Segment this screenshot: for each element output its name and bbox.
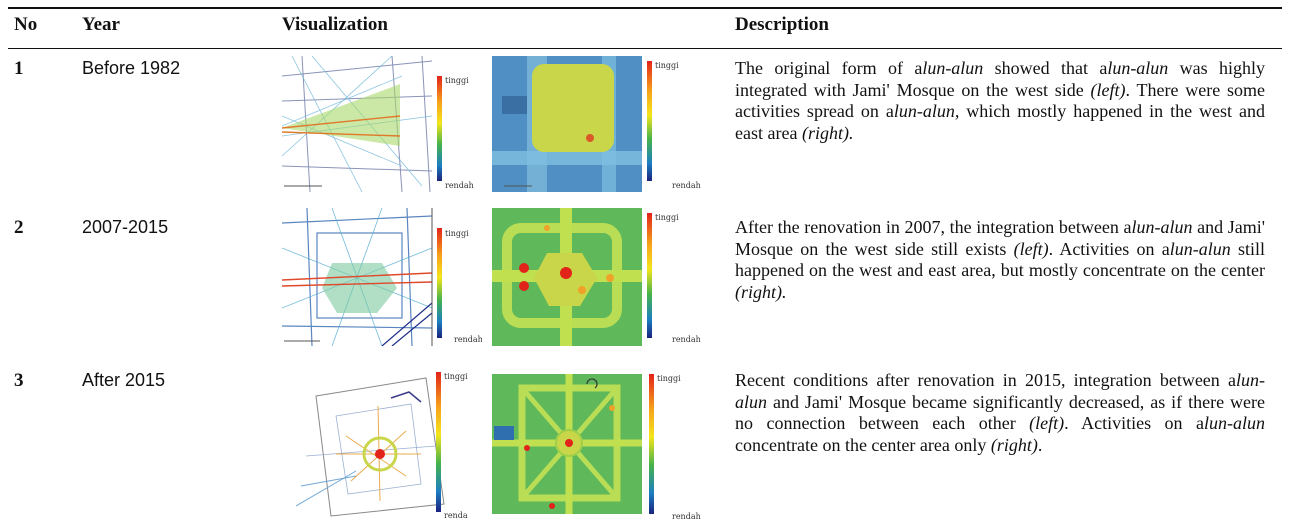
row-3-legend-high-2: tinggi — [657, 374, 681, 383]
row-2-description: After the renovation in 2007, the integr… — [735, 217, 1265, 302]
row-2-legend-low-1: rendah — [454, 335, 482, 344]
row-1-heat-map: tinggi rendah — [492, 56, 712, 192]
header-description: Description — [735, 14, 829, 35]
row-2-heat-map: tinggi rendah — [492, 208, 712, 346]
row-1-axial-map: tinggi rendah — [282, 56, 482, 192]
row-3-legend-low-2: rendah — [672, 512, 701, 521]
table-top-rule — [8, 7, 1282, 9]
row-2-legend-high-1: tinggi — [445, 229, 469, 238]
row-3-heat-map: tinggi rendah — [492, 366, 712, 522]
row-3-legend-low-1: renda — [444, 511, 468, 520]
table-header-rule — [8, 48, 1282, 49]
row-2-no: 2 — [14, 217, 24, 238]
header-visualization: Visualization — [282, 14, 388, 35]
row-1-legend-high-1: tinggi — [445, 76, 469, 85]
header-no: No — [14, 14, 38, 35]
row-2-legend-low-2: rendah — [672, 335, 701, 344]
row-3-no: 3 — [14, 370, 24, 391]
row-2-axial-map: tinggi rendah — [282, 208, 482, 346]
row-1-description: The original form of alun-alun showed th… — [735, 58, 1266, 143]
row-1-legend-high-2: tinggi — [655, 61, 679, 70]
row-3-legend-high-1: tinggi — [444, 372, 468, 381]
row-1-year: Before 1982 — [82, 58, 181, 78]
header-year: Year — [82, 14, 120, 35]
row-2-legend-high-2: tinggi — [655, 213, 679, 222]
row-1-no: 1 — [14, 58, 24, 79]
row-3-year: After 2015 — [82, 370, 166, 390]
row-2-year: 2007-2015 — [82, 217, 169, 237]
row-1-legend-low-2: rendah — [672, 181, 701, 190]
row-1-legend-low-1: rendah — [445, 181, 474, 190]
row-3-description: Recent conditions after renovation in 20… — [735, 370, 1266, 455]
row-3-axial-map: tinggi renda — [296, 366, 486, 522]
